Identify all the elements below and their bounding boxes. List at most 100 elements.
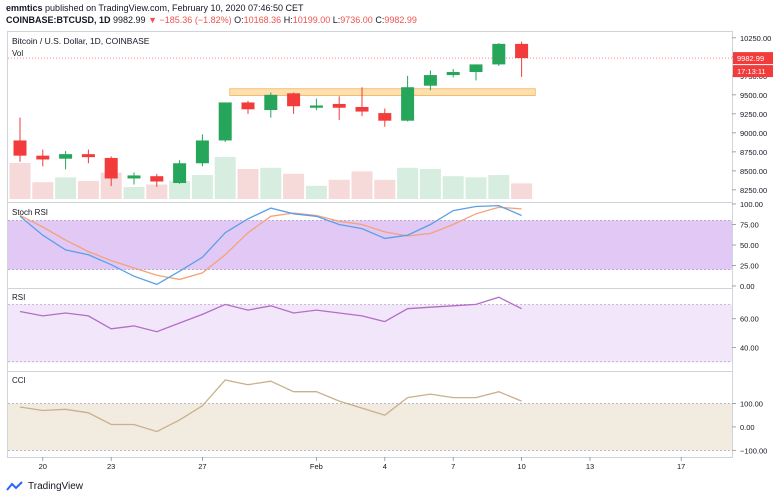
- published-text: published on TradingView.com, February 1…: [45, 3, 304, 13]
- candle: [150, 173, 164, 187]
- resistance-zone: [229, 88, 536, 96]
- x-axis: 20 23 27 Feb 4 7 10 13 17: [39, 457, 685, 471]
- change-down-arrow-icon: ▼: [148, 15, 158, 25]
- candle: [127, 172, 141, 185]
- pane-labels: Bitcoin / U.S. Dollar, 1D, COINBASE Vol …: [12, 36, 150, 385]
- candle: [81, 149, 95, 164]
- candle: [469, 64, 483, 81]
- volume-bar: [397, 167, 419, 199]
- volume-bar: [32, 182, 54, 199]
- price-tick-label: 10250.00: [740, 34, 771, 43]
- chart-title: Bitcoin / U.S. Dollar, 1D, COINBASE: [12, 36, 150, 46]
- volume-bar: [191, 175, 213, 199]
- pane-frame: [7, 31, 733, 458]
- quote-line: COINBASE:BTCUSD, 1D 9982.99 ▼ −185.36 (−…: [6, 15, 417, 25]
- publisher-line: emmtics published on TradingView.com, Fe…: [6, 3, 304, 13]
- candle: [309, 98, 323, 111]
- candle: [13, 117, 27, 162]
- candle-body: [36, 155, 50, 160]
- x-tick-label: Feb: [310, 462, 323, 471]
- x-tick-label: 23: [107, 462, 115, 471]
- candle-body: [469, 64, 483, 73]
- candle: [355, 87, 369, 117]
- candle-body: [264, 94, 278, 111]
- candle-body: [150, 176, 164, 182]
- volume-bar: [374, 179, 396, 199]
- tradingview-footer[interactable]: TradingView: [6, 481, 83, 492]
- high-value: 10199.00: [292, 15, 331, 25]
- candle-body: [241, 102, 255, 110]
- volume-bar: [146, 184, 168, 199]
- x-tick-label: 20: [39, 462, 47, 471]
- close-label: C:: [375, 15, 385, 25]
- rsi-band: [8, 304, 732, 362]
- publisher-name: emmtics: [6, 3, 43, 13]
- stoch-tick-label: 50.00: [740, 241, 759, 250]
- candle: [264, 92, 278, 118]
- symbol: COINBASE:BTCUSD, 1D: [6, 15, 111, 25]
- volume-bar: [351, 171, 373, 199]
- x-tick-label: 27: [198, 462, 206, 471]
- x-tick-label: 13: [586, 462, 594, 471]
- y-axis: 8250.00 8500.00 8750.00 9000.00 9250.00 9500.…: [8, 34, 773, 455]
- volume-bar: [442, 176, 464, 199]
- volume-bar: [488, 175, 510, 199]
- countdown-tag: [733, 65, 773, 78]
- candle-body: [423, 75, 437, 86]
- volume-bar: [328, 179, 350, 199]
- volume-bar: [77, 181, 99, 199]
- candle-body: [218, 102, 232, 141]
- candle: [446, 68, 460, 78]
- volume-bar: [237, 169, 259, 199]
- candle: [59, 151, 73, 170]
- candle-body: [446, 72, 460, 76]
- volume-bar: [465, 177, 487, 199]
- candle-body: [309, 105, 323, 108]
- low-value: 9736.00: [340, 15, 373, 25]
- close-value: 9982.99: [384, 15, 417, 25]
- candles: [13, 41, 529, 187]
- candle-body: [515, 43, 529, 59]
- cci-title: CCI: [12, 376, 26, 385]
- volume-bar: [419, 169, 441, 199]
- volume-bars: [9, 157, 533, 199]
- resistance-zone-box: [229, 88, 536, 96]
- candle-body: [195, 140, 209, 164]
- rsi-title: RSI: [12, 293, 25, 302]
- stoch-k-line: [19, 204, 522, 286]
- candle: [492, 43, 506, 66]
- candle: [423, 70, 437, 91]
- candle-body: [401, 87, 415, 121]
- stoch-rsi-band: [8, 220, 732, 270]
- price-tick-label: 9000.00: [740, 129, 767, 138]
- volume-bar: [55, 177, 77, 199]
- rsi-line: [19, 296, 522, 333]
- last-price-tag: [733, 52, 773, 65]
- candle: [195, 134, 209, 167]
- cci-tick-label: −100.00: [740, 446, 767, 455]
- high-label: H:: [283, 15, 293, 25]
- price-tick-label: 8750.00: [740, 148, 767, 157]
- stoch-d-line: [19, 206, 522, 281]
- candle: [241, 100, 255, 114]
- candle-body: [173, 163, 187, 184]
- last-price-tag-label: 9982.99: [737, 54, 764, 63]
- candle: [104, 156, 118, 187]
- price-tick-label: 9250.00: [740, 110, 767, 119]
- volume-bar: [283, 173, 305, 199]
- price-tick-label: 9500.00: [740, 91, 767, 100]
- candle: [36, 149, 50, 167]
- volume-bar: [9, 163, 31, 199]
- stoch-tick-label: 25.00: [740, 262, 759, 271]
- oscillator-lines: [19, 204, 522, 433]
- stoch-tick-label: 0.00: [740, 282, 755, 291]
- candle-body: [59, 154, 73, 159]
- price-tick-label: 8500.00: [740, 167, 767, 176]
- tradingview-logo-icon: [6, 481, 23, 491]
- countdown-tag-label: 17:13:11: [737, 67, 766, 76]
- volume-bar: [123, 187, 145, 199]
- rsi-tick-label: 40.00: [740, 343, 759, 352]
- candle-body: [492, 43, 506, 65]
- candle: [332, 96, 346, 120]
